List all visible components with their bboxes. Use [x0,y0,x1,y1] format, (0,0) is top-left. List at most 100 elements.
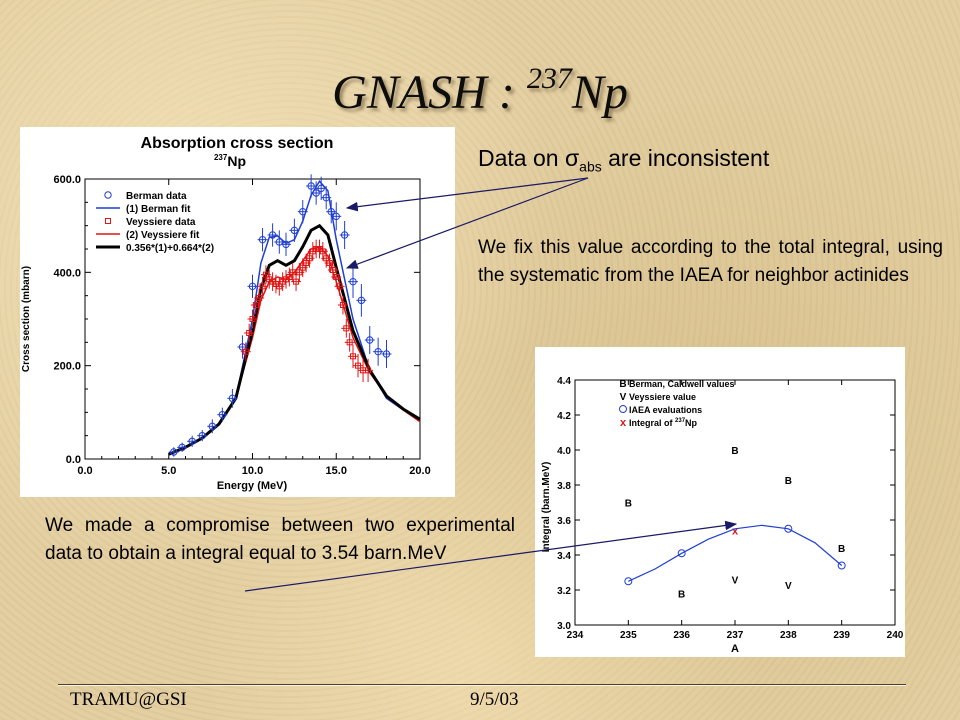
chart1-point-berman [275,238,283,246]
chart1-xtick-label: 15.0 [326,465,347,477]
chart1-point-veyssiere [296,269,303,276]
chart1-point-veyssiere [339,302,346,308]
chart1-point-veyssiere [276,283,283,290]
chart1-subtitle-element: Np [227,153,246,169]
chart1-subtitle-mass: 237 [214,153,228,162]
slide-title: GNASH : 237Np [0,62,960,120]
chart2-legend-label: Berman, Caldwell values [629,379,735,389]
chart2-xlabel: A [731,643,739,655]
chart2-ylabel: Integral (barn.MeV) [541,462,552,553]
chart1-point-veyssiere [252,302,259,308]
chart2-point-berman: B [838,544,845,555]
chart1-point-berman [366,336,374,344]
chart1-point-veyssiere [329,267,336,273]
chart1-point-veyssiere [286,274,293,280]
chart2-xtick-label: 238 [780,630,797,641]
chart1-point-veyssiere [249,316,256,322]
chart1-point-veyssiere [246,330,253,336]
chart1-xtick-label: 10.0 [242,465,263,477]
chart2-xtick-label: 240 [887,630,904,641]
chart2-legend-label-prefix: Integral of [629,418,675,428]
chart2-point-berman: B [625,499,632,510]
chart2-ytick-label: 3.8 [557,481,571,492]
chart1-legend-marker [104,191,112,199]
chart1-point-veyssiere [365,367,372,374]
chart1-xtick-label: 20.0 [409,465,430,477]
chart1-point-veyssiere [299,264,306,271]
chart1-point-berman [382,350,391,358]
chart1-point-veyssiere [333,274,340,280]
chart2-point-veyssiere: V [732,576,739,587]
chart1-point-berman [282,240,290,249]
chart2-xtick-label: 237 [727,630,744,641]
chart1-point-berman [322,193,330,202]
chart1-point-veyssiere [346,339,353,346]
chart2-ytick-label: 4.4 [557,376,571,387]
chart1-ytick-label: 0.0 [66,454,81,466]
chart1-ytick-label: 600.0 [53,174,81,186]
title-main: GNASH : [332,66,527,119]
chart2-point-np237: x [732,526,739,538]
absorption-chart-panel: Absorption cross section 237Np 0.0 5.0 10.0 1… [20,127,455,497]
chart2-legend-label: Veyssiere value [629,392,696,402]
chart1-point-berman [188,437,196,445]
chart1-point-veyssiere [350,353,356,360]
chart1-point-berman [307,182,315,190]
chart2-xtick-label: 239 [833,630,850,641]
chart1-point-veyssiere [259,283,266,290]
chart1-point-veyssiere [336,283,343,290]
chart2-ytick-label: 4.0 [557,446,571,457]
footer-rule [58,684,906,686]
chart1-point-veyssiere [319,248,326,255]
chart1-point-veyssiere [262,271,269,278]
note-inconsistent-prefix: Data on σ [478,145,580,171]
chart2-ytick-label: 3.2 [557,586,571,597]
chart2-legend-marker: x [620,417,627,429]
chart2-legend-label: IAEA evaluations [629,405,702,415]
chart1-point-veyssiere [242,348,249,355]
chart1-point-veyssiere [343,325,350,332]
chart1-ytick-label: 400.0 [53,267,81,279]
chart1-point-berman [218,410,227,419]
chart1-point-berman [170,448,178,456]
chart1-point-berman [332,212,340,221]
chart1-legend-label: 0.356*(1)+0.664*(2) [126,243,214,254]
chart1-point-berman [258,235,267,244]
chart2-legend-marker: B [619,379,626,390]
chart1-point-berman [208,422,217,431]
chart1-legend-marker [105,218,111,224]
chart1-point-veyssiere [306,255,313,262]
chart1-subtitle: 237Np [214,153,246,169]
chart2-legend-label: Integral of 237Np [629,418,698,428]
chart2-point-berman: B [731,446,738,457]
footer-event: TRAMU@GSI [70,689,187,710]
chart1-point-berman [327,207,335,216]
chart2-point-berman: B [678,590,685,601]
note-inconsistent: Data on σabs are inconsistent [478,145,938,175]
chart1-series-line-2 [168,223,421,456]
chart1-ylabel: Cross section (mbarn) [21,266,32,372]
chart1-ytick-label: 200.0 [53,361,81,373]
chart2-ytick-label: 3.0 [557,621,571,632]
chart2-xtick-label: 235 [620,630,637,641]
integral-chart-panel: 234 235 236 237 238 239 240 3.0 3.2 3.4 3.6 3.8 4.0 4… [535,347,905,657]
note-inconsistent-sub: abs [579,158,602,175]
chart1-point-berman [374,347,382,356]
chart2-ytick-label: 3.6 [557,516,571,527]
chart1-point-berman [228,394,237,403]
chart1-legend-label: Veyssiere data [126,217,196,228]
chart2-legend-label-element: Np [685,418,697,428]
title-mass: 237 [526,62,572,95]
chart1-point-veyssiere [256,295,263,301]
chart2-legend-marker [619,405,627,413]
chart1-title: Absorption cross section [141,135,334,152]
note-inconsistent-suffix: are inconsistent [601,145,770,171]
chart1-point-berman [268,231,277,239]
chart2-xtick-label: 236 [673,630,690,641]
chart1-xlabel: Energy (MeV) [217,480,288,492]
chart1-point-veyssiere [326,260,333,266]
chart1-legend-label: (1) Berman fit [126,204,191,215]
chart1-point-berman [299,207,307,216]
chart1-legend-label: Berman data [126,191,187,202]
